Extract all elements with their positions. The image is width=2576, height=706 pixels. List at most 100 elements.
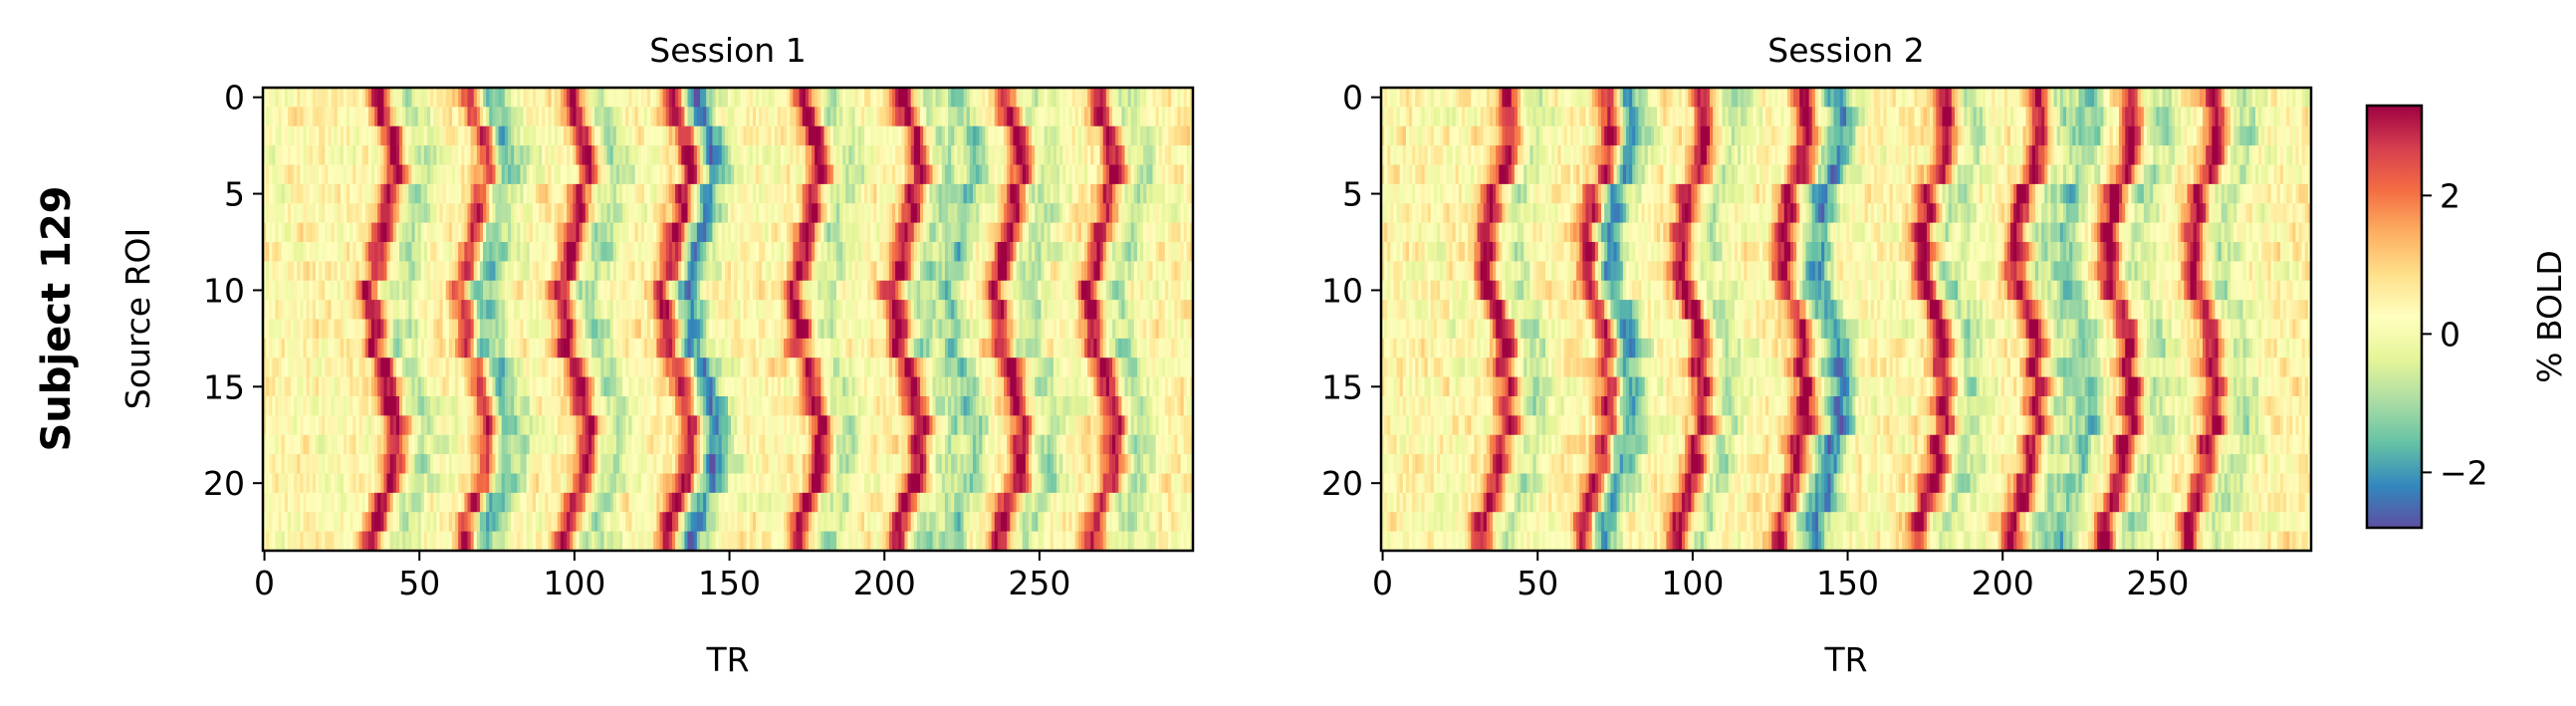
heatmap-cell <box>473 107 478 127</box>
heatmap-cell <box>337 261 342 282</box>
heatmap-cell <box>322 107 326 127</box>
heatmap-cell <box>405 145 409 166</box>
heatmap-cell <box>1168 319 1172 340</box>
heatmap-cell <box>383 280 388 301</box>
heatmap-cell <box>1062 376 1066 397</box>
heatmap-cell <box>696 396 701 416</box>
heatmap-cell <box>839 357 843 378</box>
heatmap-cell <box>495 203 500 224</box>
heatmap-cell <box>464 300 469 321</box>
heatmap-cell <box>957 203 962 224</box>
heatmap-cell <box>334 88 339 108</box>
heatmap-cell <box>1099 88 1104 108</box>
heatmap-cell <box>507 396 512 416</box>
heatmap-cell <box>752 203 757 224</box>
heatmap-cell <box>1118 88 1122 108</box>
heatmap-cell <box>361 203 366 224</box>
heatmap-cell <box>1062 125 1066 146</box>
heatmap-cell <box>619 338 623 358</box>
heatmap-cell <box>634 242 639 262</box>
heatmap-cell <box>1080 164 1085 185</box>
heatmap-cell <box>1087 183 1091 204</box>
heatmap-cell <box>358 88 363 108</box>
heatmap-cell <box>1130 164 1135 185</box>
heatmap-cell <box>325 261 329 282</box>
heatmap-cell <box>483 357 487 378</box>
heatmap-cell <box>501 357 506 378</box>
heatmap-cell <box>994 183 999 204</box>
heatmap-cell <box>737 376 742 397</box>
heatmap-cell <box>1062 145 1066 166</box>
heatmap-cell <box>548 222 553 243</box>
heatmap-cell <box>532 376 537 397</box>
heatmap-cell <box>926 145 930 166</box>
heatmap-cell <box>427 280 431 301</box>
heatmap-cell <box>587 357 592 378</box>
heatmap-cell <box>650 125 654 146</box>
heatmap-cell <box>712 222 717 243</box>
heatmap-cell <box>1032 376 1036 397</box>
heatmap-cell <box>263 280 267 301</box>
heatmap-cell <box>935 261 940 282</box>
heatmap-cell <box>1171 203 1175 224</box>
heatmap-cell <box>982 280 986 301</box>
heatmap-cell <box>557 319 562 340</box>
heatmap-cell <box>1044 164 1049 185</box>
heatmap-cell <box>297 319 301 340</box>
heatmap-cell <box>957 107 962 127</box>
heatmap-cell <box>511 203 515 224</box>
heatmap-cell <box>1171 376 1175 397</box>
heatmap-cell <box>1044 203 1049 224</box>
heatmap-cell <box>498 88 503 108</box>
heatmap-cell <box>514 261 518 282</box>
heatmap-cell <box>643 242 648 262</box>
heatmap-cell <box>284 357 289 378</box>
heatmap-cell <box>1090 107 1094 127</box>
heatmap-cell <box>370 280 375 301</box>
heatmap-cell <box>411 145 416 166</box>
heatmap-cell <box>514 164 518 185</box>
heatmap-cell <box>765 107 770 127</box>
heatmap-cell <box>483 376 487 397</box>
heatmap-cell <box>383 357 388 378</box>
heatmap-cell <box>790 107 794 127</box>
heatmap-cell <box>492 396 497 416</box>
heatmap-cell <box>309 203 314 224</box>
heatmap-cell <box>370 357 375 378</box>
heatmap-cell <box>718 280 723 301</box>
heatmap-cell <box>731 376 735 397</box>
heatmap-cell <box>1044 125 1049 146</box>
heatmap-cell <box>815 338 819 358</box>
heatmap-cell <box>774 396 779 416</box>
heatmap-cell <box>966 242 971 262</box>
heatmap-cell <box>1149 261 1154 282</box>
heatmap-cell <box>392 261 397 282</box>
heatmap-cell <box>1007 280 1011 301</box>
heatmap-cell <box>492 107 497 127</box>
heatmap-cell <box>395 125 400 146</box>
heatmap-cell <box>815 396 819 416</box>
heatmap-cell <box>367 222 372 243</box>
heatmap-cell <box>263 164 267 185</box>
heatmap-cell <box>898 319 902 340</box>
heatmap-cell <box>542 145 546 166</box>
heatmap-cell <box>913 242 918 262</box>
heatmap-cell <box>576 319 581 340</box>
heatmap-cell <box>473 164 478 185</box>
heatmap-cell <box>678 242 682 262</box>
heatmap-cell <box>740 338 745 358</box>
heatmap-cell <box>1047 319 1052 340</box>
heatmap-cell <box>815 125 819 146</box>
heatmap-cell <box>944 300 949 321</box>
heatmap-cell <box>829 338 834 358</box>
heatmap-cell <box>526 319 531 340</box>
heatmap-cell <box>542 261 546 282</box>
heatmap-cell <box>331 338 336 358</box>
heatmap-cell <box>582 338 586 358</box>
heatmap-cell <box>361 125 366 146</box>
heatmap-cell <box>352 338 356 358</box>
heatmap-cell <box>1149 125 1154 146</box>
heatmap-cell <box>551 164 556 185</box>
heatmap-cell <box>1133 280 1138 301</box>
heatmap-cell <box>377 88 381 108</box>
